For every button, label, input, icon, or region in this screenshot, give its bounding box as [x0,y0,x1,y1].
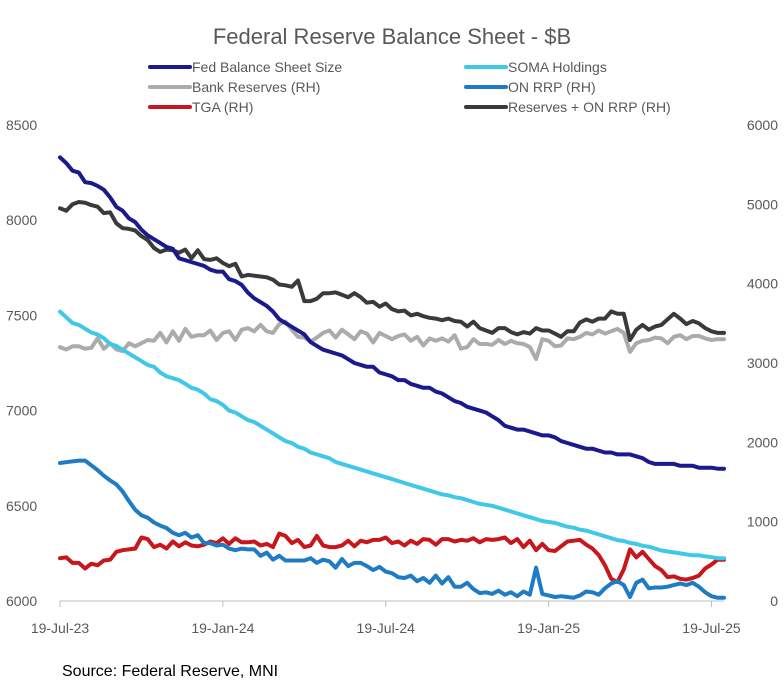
right-tick-label: 1000 [747,514,778,530]
left-tick-label: 6500 [6,498,37,514]
x-tick-label: 19-Jul-24 [357,620,416,636]
x-tick-label: 19-Jul-23 [31,620,90,636]
legend-label: ON RRP (RH) [508,79,596,95]
x-tick-label: 19-Jan-25 [517,620,580,636]
series-line-bank-reserves-rh [58,319,726,361]
legend-label: Reserves + ON RRP (RH) [508,99,671,115]
right-tick-label: 0 [770,593,778,609]
right-tick-label: 6000 [747,117,778,133]
right-axis-ticks: 0 1000 2000 3000 4000 5000 6000 [747,117,778,609]
legend-label: Fed Balance Sheet Size [192,59,342,75]
right-tick-label: 4000 [747,276,778,292]
right-tick-label: 5000 [747,196,778,212]
left-tick-label: 7500 [6,307,37,323]
series-lines [58,155,726,600]
legend-label: Bank Reserves (RH) [192,79,320,95]
left-tick-label: 6000 [6,593,37,609]
series-line-tga-rh [58,531,726,584]
series-line-on-rrp-rh [58,458,726,600]
x-tick-label: 19-Jul-25 [682,620,741,636]
left-tick-label: 8500 [6,117,37,133]
left-tick-label: 7000 [6,403,37,419]
chart-title: Federal Reserve Balance Sheet - $B [213,24,571,49]
x-tick-label: 19-Jan-24 [191,620,254,636]
legend-label: SOMA Holdings [508,59,607,75]
left-axis-ticks: 6000 6500 7000 7500 8000 8500 [6,117,37,609]
right-tick-label: 3000 [747,355,778,371]
legend-label: TGA (RH) [192,99,253,115]
source-note: Source: Federal Reserve, MNI [62,663,278,680]
right-tick-label: 2000 [747,434,778,450]
legend: Fed Balance Sheet Size SOMA Holdings Bank … [148,59,671,115]
x-axis: 19-Jul-23 19-Jan-24 19-Jul-24 19-Jan-25 19-J… [31,600,741,636]
series-line-fed-balance-sheet-size [58,155,726,471]
series-line-soma-holdings [58,309,726,561]
left-tick-label: 8000 [6,212,37,228]
